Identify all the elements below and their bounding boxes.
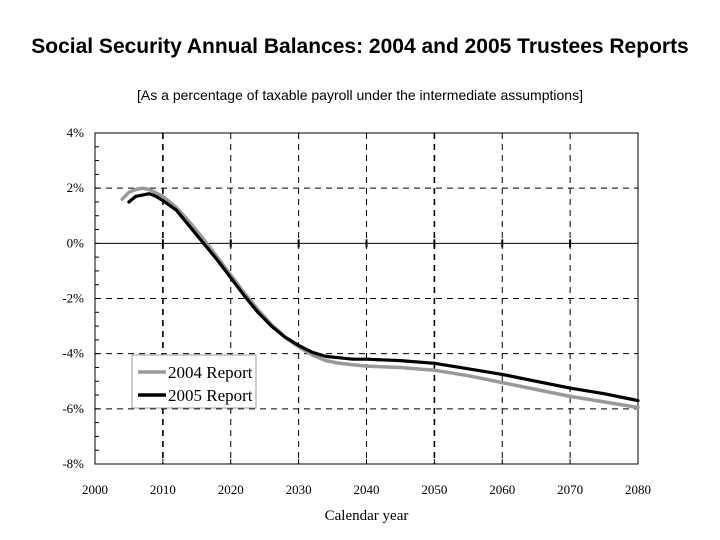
x-tick-label: 2080 xyxy=(625,482,651,497)
y-tick-label: -8% xyxy=(62,456,84,471)
y-tick-label: 0% xyxy=(67,235,85,250)
x-tick-label: 2040 xyxy=(354,482,380,497)
axis-ticks xyxy=(94,132,639,465)
legend-label: 2005 Report xyxy=(168,386,253,405)
x-tick-label: 2070 xyxy=(557,482,583,497)
y-tick-label: -4% xyxy=(62,346,84,361)
x-tick-label: 2010 xyxy=(150,482,176,497)
chart-title: Social Security Annual Balances: 2004 an… xyxy=(31,35,689,58)
y-tick-label: -6% xyxy=(62,401,84,416)
y-tick-label: -2% xyxy=(62,291,84,306)
x-tick-label: 2020 xyxy=(218,482,244,497)
x-tick-label: 2060 xyxy=(489,482,515,497)
x-axis-title: Calendar year xyxy=(325,508,409,524)
x-tick-label: 2050 xyxy=(421,482,447,497)
y-tick-label: 2% xyxy=(67,180,85,195)
tick-labels: 2000 2010 2020 2030 2040 2050 2060 2070 2080 4% 2%… xyxy=(62,125,651,497)
legend-label: 2004 Report xyxy=(168,363,253,382)
chart-subtitle: [As a percentage of taxable payroll unde… xyxy=(137,87,583,103)
series-lines xyxy=(120,186,640,410)
legend-box xyxy=(131,354,257,409)
grid xyxy=(95,133,638,464)
y-tick-label: 4% xyxy=(67,125,85,140)
legend: 2004 Report 2005 Report xyxy=(131,354,257,409)
series-line-2005-report xyxy=(127,192,640,403)
x-tick-label: 2030 xyxy=(286,482,312,497)
x-tick-label: 2000 xyxy=(82,482,108,497)
